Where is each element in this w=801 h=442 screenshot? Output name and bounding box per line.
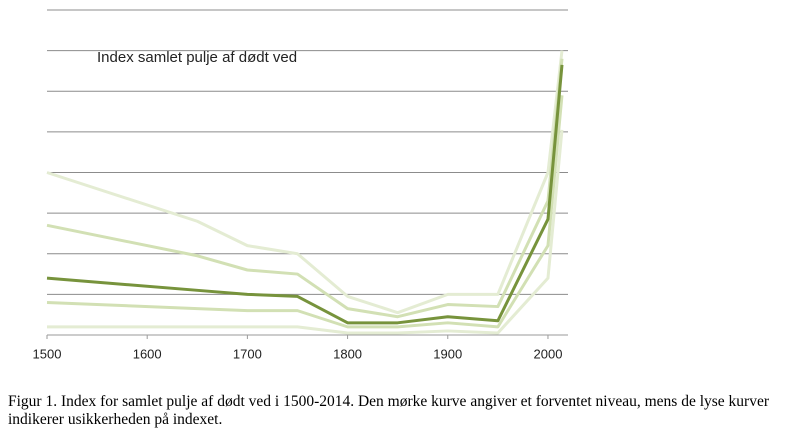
chart-title: Index samlet pulje af dødt ved xyxy=(97,49,297,66)
series-line xyxy=(46,58,564,319)
series-line xyxy=(46,50,564,315)
x-tick-label: 1700 xyxy=(233,346,262,361)
x-tick-label: 1500 xyxy=(33,346,62,361)
chart: Index samlet pulje af dødt ved 1500 1600 1… xyxy=(33,9,568,361)
series-line xyxy=(46,64,564,325)
x-tick-label: 1800 xyxy=(333,346,362,361)
caption: Figur 1. Index for samlet pulje af dødt … xyxy=(8,393,770,428)
x-tick-label: 2000 xyxy=(534,346,563,361)
x-tick-label: 1600 xyxy=(133,346,162,361)
series-line xyxy=(47,129,564,335)
x-tick-label: 1900 xyxy=(433,346,462,361)
series-line xyxy=(46,95,564,329)
